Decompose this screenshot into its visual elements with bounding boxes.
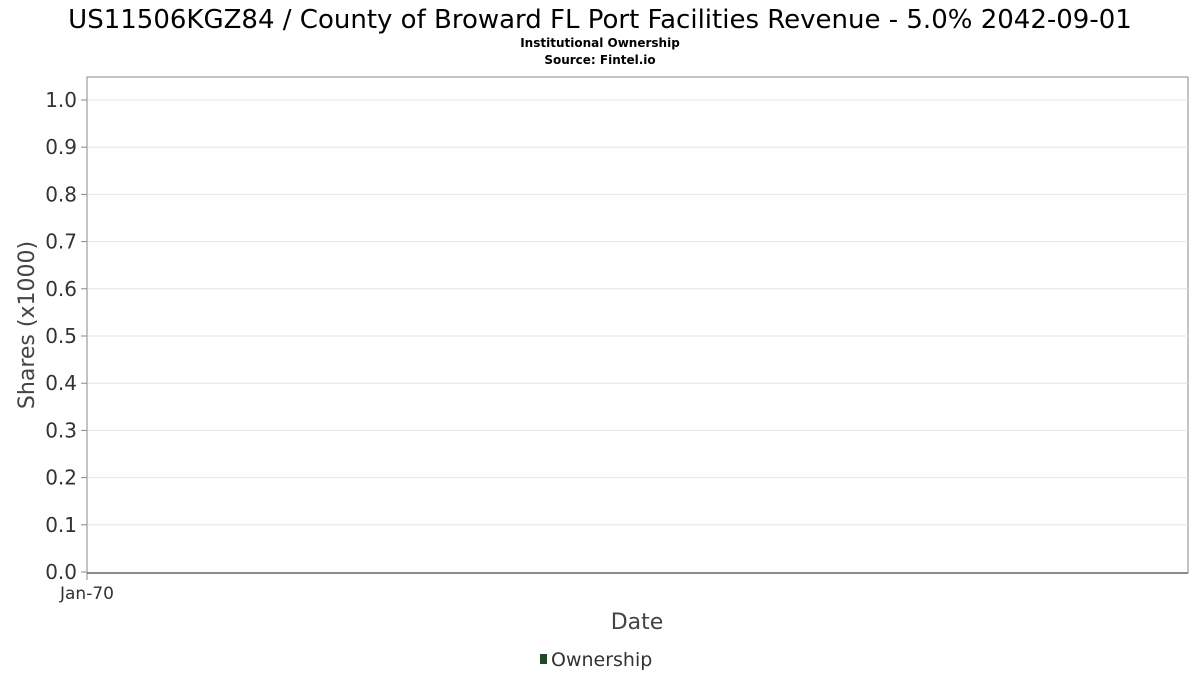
y-tick-label: 1.0 — [45, 88, 77, 112]
legend-label-ownership: Ownership — [551, 649, 652, 671]
x-axis: Jan-70 — [59, 573, 114, 604]
x-tick-label: Jan-70 — [59, 584, 114, 604]
chart-subtitle: Institutional Ownership — [520, 36, 680, 50]
grid-lines — [88, 99, 1188, 526]
y-tick-label: 0.0 — [45, 560, 77, 584]
y-tick-label: 0.8 — [45, 182, 77, 206]
x-axis-title: Date — [611, 610, 664, 635]
y-tick-label: 0.3 — [45, 418, 77, 442]
y-axis-ticks: 0.0 0.1 0.2 0.3 0.4 0.5 0.6 0.7 0.8 0.9 1.0 — [45, 88, 87, 584]
y-tick-label: 0.5 — [45, 324, 77, 348]
y-tick-label: 0.7 — [45, 230, 77, 254]
y-tick-label: 0.1 — [45, 513, 77, 537]
y-tick-label: 0.2 — [45, 466, 77, 490]
chart-title: US11506KGZ84 / County of Broward FL Port… — [68, 5, 1132, 35]
chart-source: Source: Fintel.io — [544, 53, 655, 67]
legend-swatch-ownership — [540, 654, 547, 664]
y-tick-label: 0.6 — [45, 277, 77, 301]
legend: Ownership — [540, 649, 652, 671]
plot-area — [86, 76, 1189, 574]
y-tick-label: 0.4 — [45, 371, 77, 395]
y-axis-title: Shares (x1000) — [15, 241, 40, 409]
y-tick-label: 0.9 — [45, 135, 77, 159]
